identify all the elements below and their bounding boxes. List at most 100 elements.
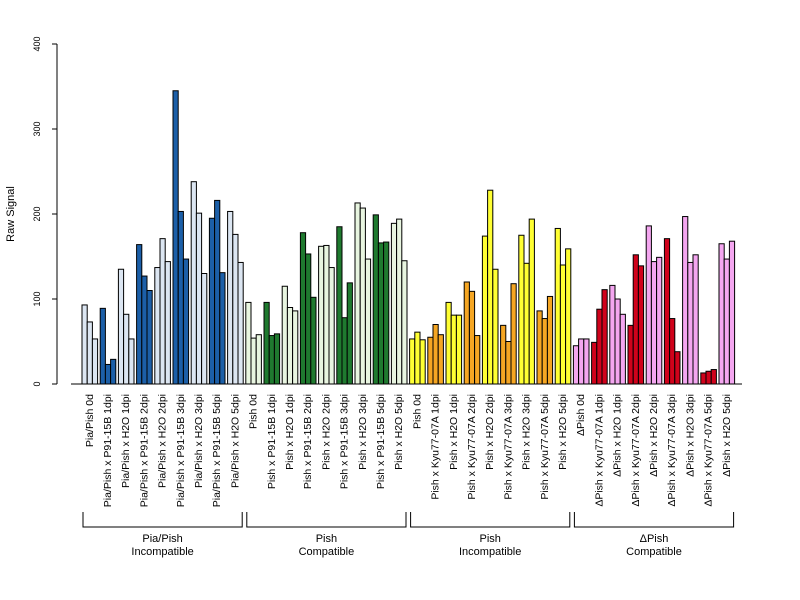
group-bracket	[573, 512, 735, 528]
bar	[710, 369, 717, 385]
group-sublabel: Compatible	[626, 546, 682, 558]
group-label: Pish	[316, 533, 337, 545]
bar	[627, 324, 634, 385]
bar	[268, 335, 275, 385]
bar	[583, 338, 590, 385]
bar	[146, 290, 153, 385]
bar	[728, 240, 736, 385]
bar	[286, 307, 294, 385]
bar	[536, 310, 543, 385]
group-label: Pish	[479, 533, 500, 545]
x-tick-label: ΔPish x Kyu77-07A 5dpi	[703, 394, 715, 507]
bar	[619, 313, 626, 385]
bar	[81, 304, 88, 385]
bar	[409, 338, 416, 385]
bar	[136, 244, 143, 385]
bar	[255, 334, 262, 385]
group-sublabel: Incompatible	[459, 546, 521, 558]
bar	[396, 218, 403, 385]
x-tick-label: Pish x P91-15B 5dpi	[375, 394, 387, 489]
x-tick-label: Pish x Kyu77-07A 2dpi	[466, 394, 478, 500]
x-tick-label: Pish x Kyu77-07A 3dpi	[502, 394, 514, 500]
bar	[723, 258, 730, 385]
bar	[705, 370, 712, 385]
y-tick-label: 200	[32, 206, 42, 221]
x-tick-label: Pish x P91-15B 1dpi	[266, 394, 278, 489]
x-tick-label: Pish x H2O 5dpi	[393, 394, 405, 470]
x-tick-label: Pish 0d	[248, 394, 260, 429]
bar	[450, 314, 457, 385]
x-tick-label: Pia/Pish 0d	[84, 394, 96, 447]
bar	[700, 372, 707, 385]
bar	[123, 313, 130, 385]
bar	[523, 262, 530, 385]
x-tick-label: Pish x H2O 2dpi	[320, 394, 332, 470]
x-tick-label: Pish x H2O 1dpi	[284, 394, 296, 470]
bar	[554, 227, 561, 385]
y-tick-label: 0	[32, 381, 42, 386]
bar	[128, 338, 135, 385]
bar	[182, 258, 190, 385]
bar	[682, 216, 689, 385]
bar	[500, 324, 507, 385]
x-tick-label: ΔPish x H2O 1dpi	[612, 394, 624, 477]
bar	[468, 290, 476, 385]
bar	[364, 258, 372, 385]
x-tick-label: ΔPish 0d	[575, 394, 587, 436]
x-tick-label: Pish x P91-15B 3dpi	[339, 394, 351, 489]
y-axis: 0 100 200 300 400	[32, 36, 58, 387]
bar	[159, 238, 166, 385]
bar	[104, 363, 112, 385]
bar	[383, 241, 390, 385]
bar	[487, 189, 494, 385]
bars	[81, 90, 736, 385]
x-tick-label: Pish x H2O 3dpi	[521, 394, 533, 470]
bar	[445, 301, 452, 385]
x-tick-label: ΔPish x Kyu77-07A 3dpi	[666, 394, 678, 507]
bar	[601, 289, 608, 385]
bar	[377, 242, 385, 385]
bar	[91, 338, 99, 385]
group-label: ΔPish	[640, 533, 669, 545]
x-tick-label: ΔPish x Kyu77-07A 1dpi	[593, 394, 605, 507]
bar	[559, 264, 567, 385]
bar	[463, 281, 470, 385]
bar	[572, 345, 580, 385]
x-tick-label: ΔPish x Kyu77-07A 2dpi	[630, 394, 642, 507]
x-tick-label: Pia/Pish x H2O 2dpi	[157, 394, 169, 488]
x-tick-label: ΔPish x H2O 3dpi	[684, 394, 696, 477]
bar	[432, 324, 439, 385]
bar	[214, 199, 221, 385]
bar	[437, 334, 444, 385]
x-tick-label: ΔPish x H2O 5dpi	[721, 394, 733, 477]
bar	[663, 238, 671, 385]
group-sublabel: Incompatible	[131, 546, 193, 558]
bar	[614, 298, 621, 385]
bar	[201, 273, 208, 385]
bar	[645, 225, 652, 385]
bar	[518, 234, 525, 385]
x-tick-label: Pish 0d	[411, 394, 423, 429]
x-tick-label: Pish x Kyu77-07A 5dpi	[539, 394, 551, 500]
x-tick-label: Pia/Pish x P91-15B 3dpi	[175, 394, 187, 507]
bar	[232, 233, 239, 385]
x-tick-label: ΔPish x H2O 2dpi	[648, 394, 660, 477]
bar	[227, 210, 234, 385]
x-tick-label: Pish x H2O 5dpi	[557, 394, 569, 470]
x-tick-label: Pish x H2O 3dpi	[357, 394, 369, 470]
bar	[591, 341, 598, 385]
bar	[596, 308, 603, 385]
bar	[455, 314, 463, 385]
bar	[346, 282, 353, 385]
bar	[401, 260, 408, 385]
x-tick-label: Pish x P91-15B 2dpi	[302, 394, 314, 489]
bar	[263, 301, 270, 385]
x-tick-label: Pia/Pish x P91-15B 5dpi	[211, 394, 223, 507]
bar	[578, 338, 585, 385]
x-tick-label: Pia/Pish x H2O 5dpi	[229, 394, 241, 488]
bar	[481, 235, 489, 385]
bar	[510, 283, 517, 385]
bar	[492, 268, 499, 385]
y-tick-label: 300	[32, 121, 42, 136]
